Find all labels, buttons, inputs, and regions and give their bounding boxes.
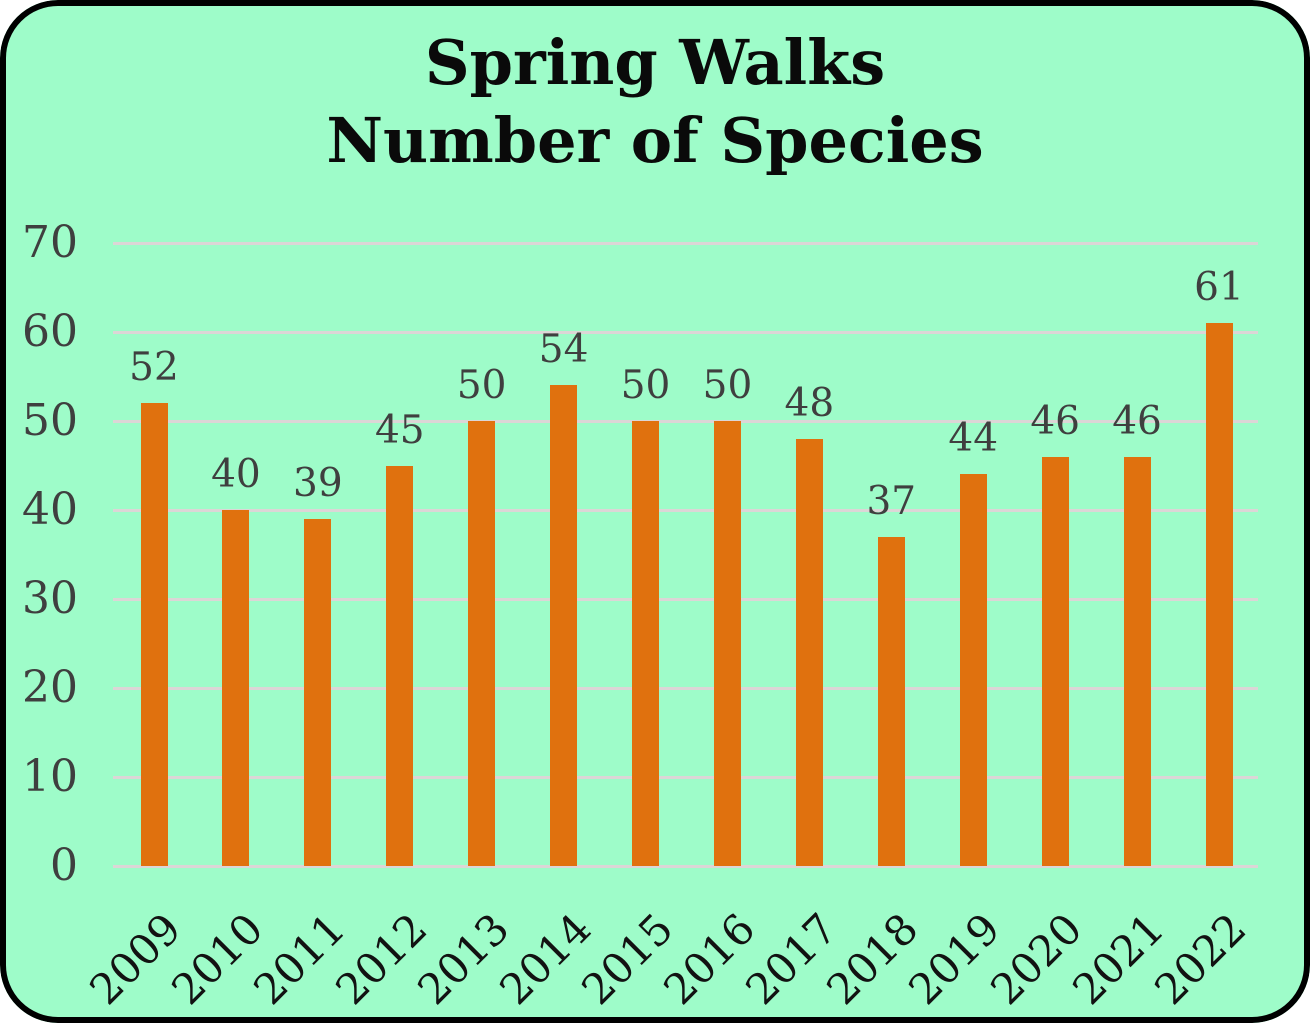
gridline-70	[113, 241, 1258, 245]
bar-value-label-2021: 46	[1112, 398, 1162, 444]
bar-value-label-2019: 44	[948, 416, 999, 462]
bar-value-label-2017: 48	[784, 380, 835, 426]
x-tick-label-2016: 2016	[653, 903, 764, 1015]
y-tick-label-70: 70	[22, 217, 78, 268]
x-tick-label-2009: 2009	[80, 903, 191, 1015]
x-tick-label-2015: 2015	[571, 903, 683, 1015]
y-tick-label-40: 40	[22, 484, 78, 535]
chart-title-line2: Number of Species	[326, 104, 984, 177]
y-tick-label-30: 30	[22, 573, 78, 624]
bar-2020	[1041, 456, 1069, 866]
bar-value-label-2015: 50	[620, 363, 671, 408]
gridline-50	[113, 419, 1258, 423]
gridline-30	[113, 597, 1258, 601]
bar-2015	[632, 421, 660, 866]
x-tick-label-2014: 2014	[489, 903, 601, 1015]
x-tick-label-2020: 2020	[981, 903, 1092, 1015]
x-tick-label-2021: 2021	[1063, 903, 1174, 1015]
bar-2012	[386, 465, 414, 866]
bar-value-label-2018: 37	[866, 478, 917, 524]
bar-value-label-2010: 40	[211, 452, 261, 497]
bar-2019	[959, 474, 987, 866]
chart-title: Spring Walks Number of Species	[0, 24, 1310, 180]
bar-value-label-2013: 50	[456, 363, 507, 408]
bar-value-label-2022: 61	[1194, 265, 1244, 311]
bar-value-label-2014: 54	[538, 327, 589, 373]
y-tick-label-0: 0	[50, 840, 78, 891]
x-tick-label-2018: 2018	[817, 903, 928, 1015]
bar-2017	[795, 438, 823, 866]
bar-2011	[304, 518, 332, 866]
x-tick-label-2012: 2012	[326, 903, 437, 1015]
x-tick-label-2011: 2011	[244, 903, 355, 1015]
gridline-0	[113, 864, 1258, 868]
bar-2021	[1123, 456, 1151, 866]
bar-2022	[1205, 323, 1233, 866]
bar-2010	[222, 510, 250, 866]
y-tick-label-50: 50	[22, 395, 78, 446]
bar-value-label-2012: 45	[374, 407, 425, 453]
gridline-20	[113, 686, 1258, 690]
bar-value-label-2020: 46	[1030, 398, 1080, 444]
y-tick-label-20: 20	[22, 662, 78, 713]
bar-value-label-2009: 52	[129, 345, 179, 391]
x-tick-label-2017: 2017	[735, 903, 846, 1015]
gridline-40	[113, 508, 1258, 512]
gridline-60	[113, 330, 1258, 334]
chart-title-line1: Spring Walks	[424, 26, 886, 99]
bar-2018	[877, 536, 905, 866]
x-tick-label-2013: 2013	[407, 903, 519, 1015]
bar-2013	[468, 421, 496, 866]
bar-2014	[550, 385, 578, 866]
x-tick-label-2019: 2019	[899, 903, 1010, 1015]
bar-2016	[713, 421, 741, 866]
y-tick-label-60: 60	[22, 306, 78, 357]
bar-2009	[140, 403, 168, 866]
x-tick-label-2010: 2010	[162, 903, 273, 1015]
bar-value-label-2016: 50	[702, 363, 753, 408]
bar-value-label-2011: 39	[293, 460, 343, 506]
gridline-10	[113, 775, 1258, 779]
y-tick-label-10: 10	[22, 751, 78, 802]
x-tick-label-2022: 2022	[1145, 903, 1256, 1015]
